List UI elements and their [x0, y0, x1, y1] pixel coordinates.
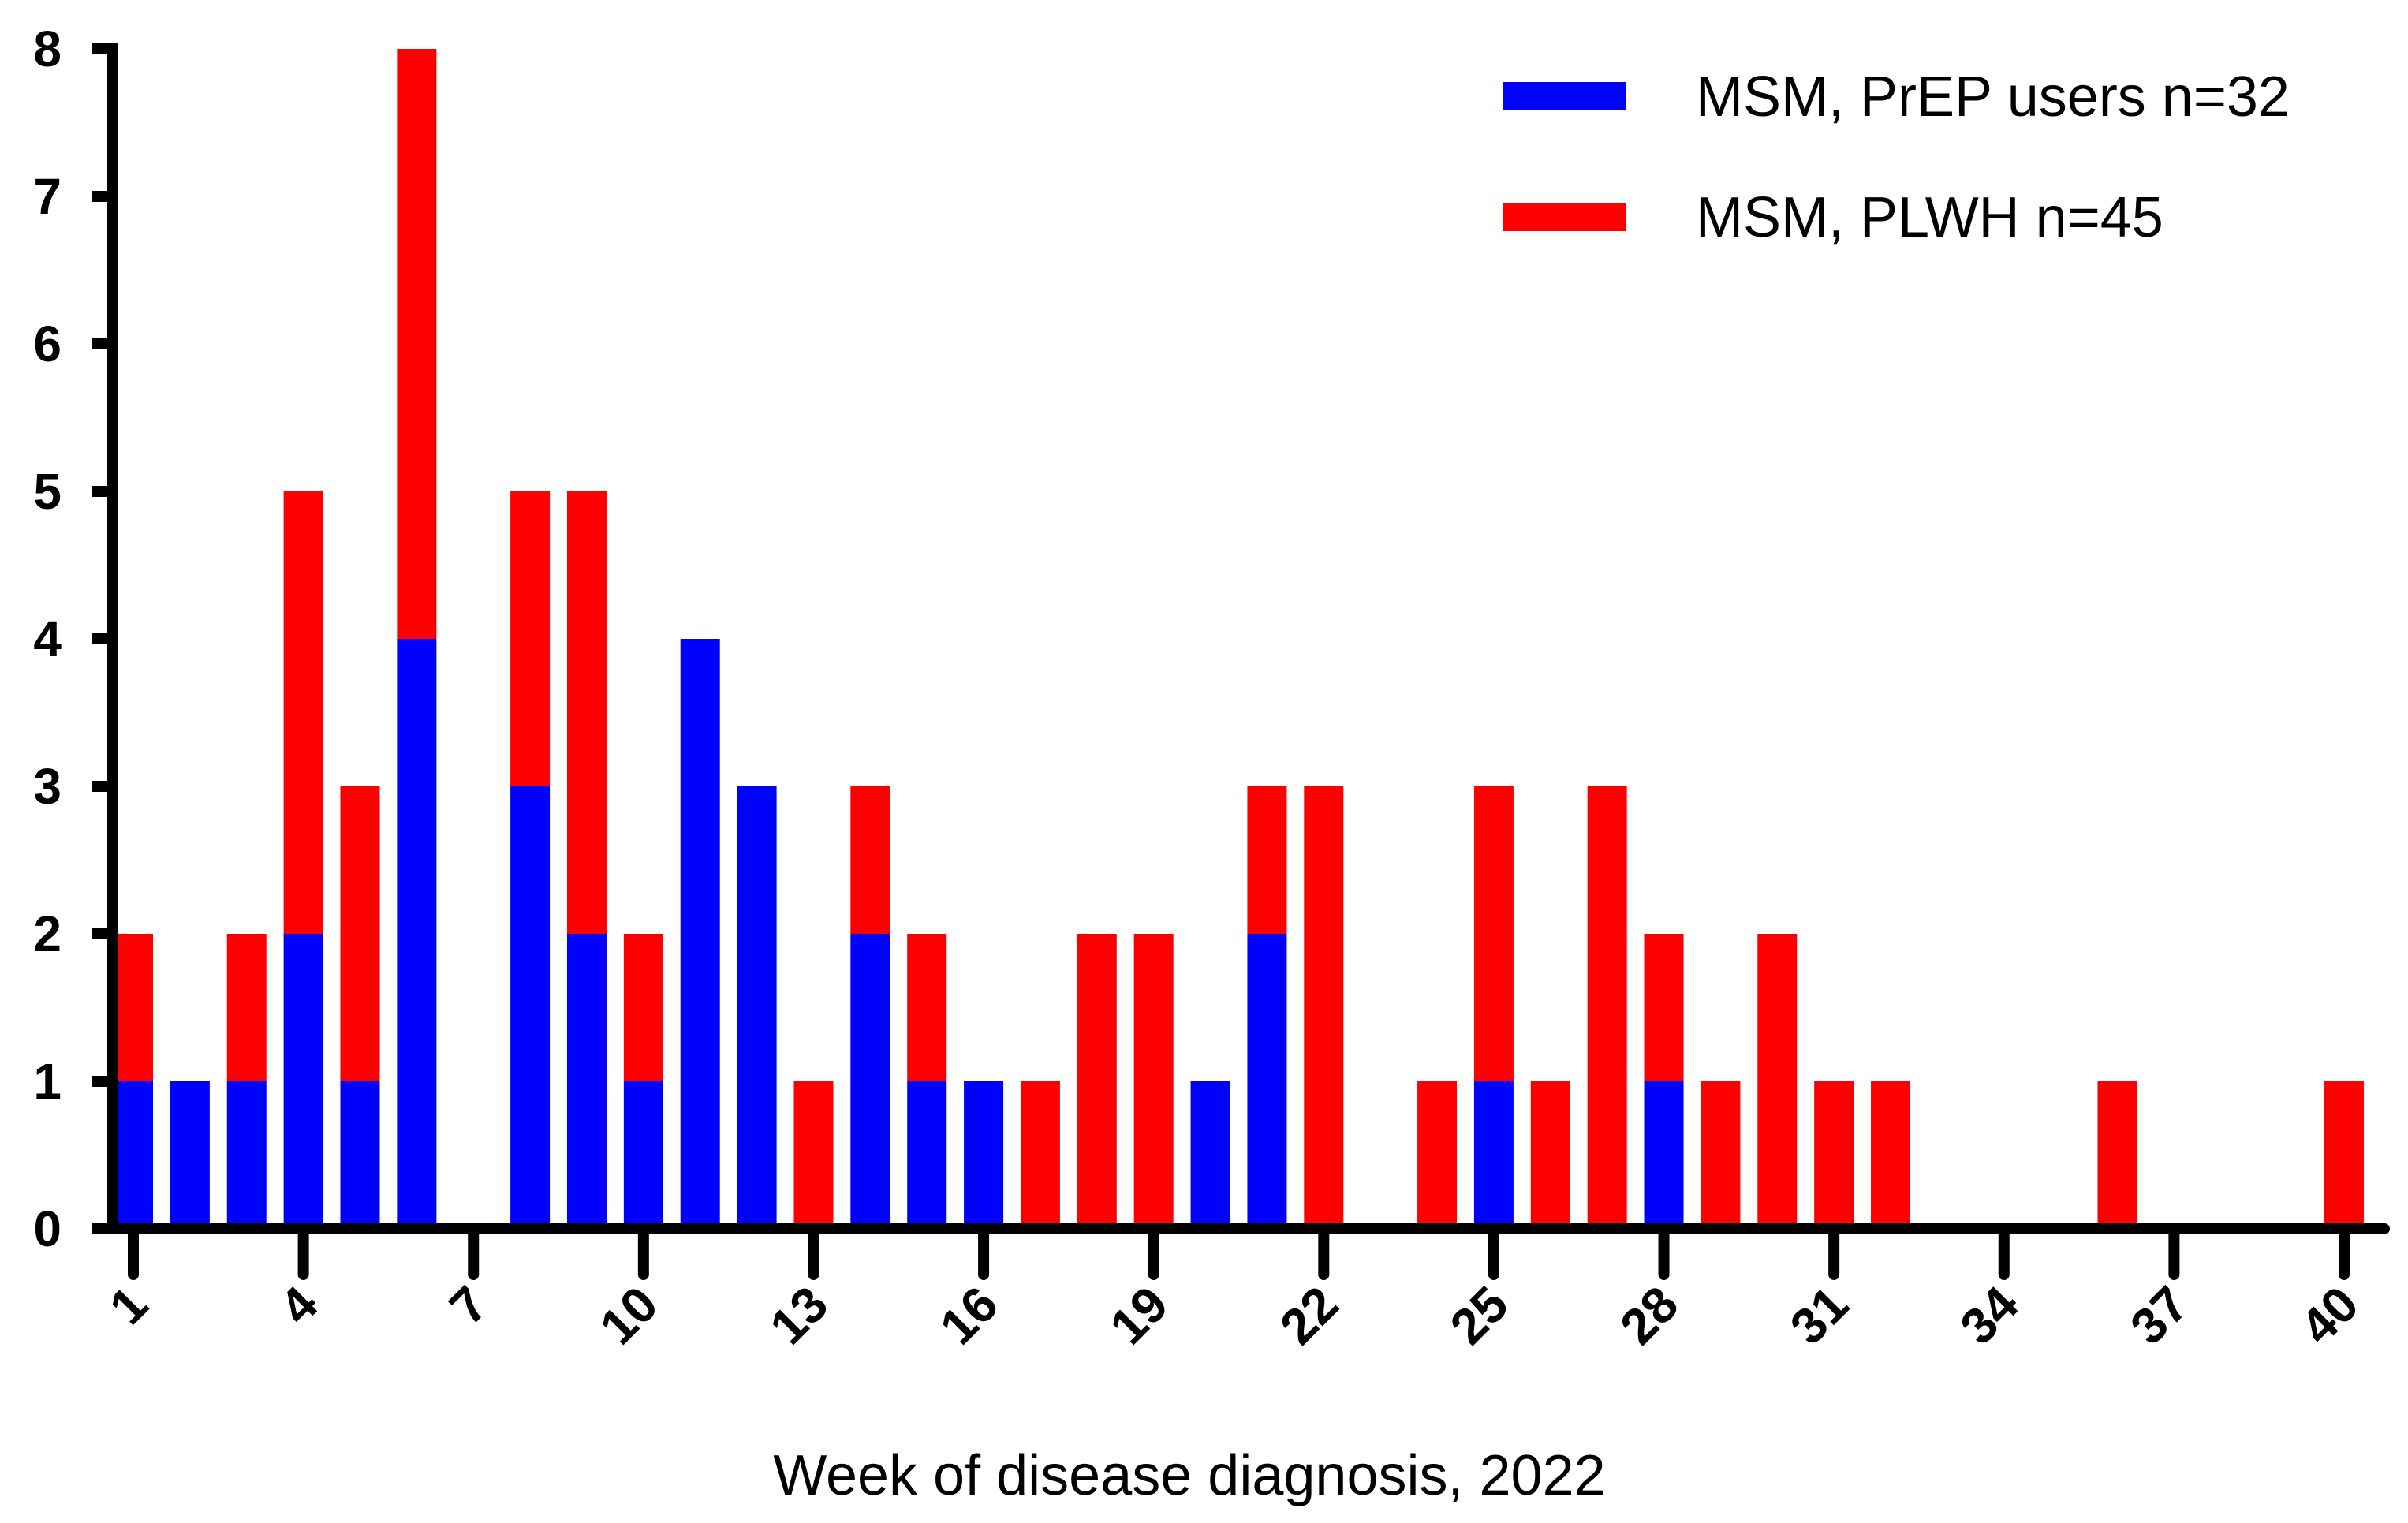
bar-week-9-series-1	[566, 934, 607, 1229]
bar-week-31-series-2	[1814, 1081, 1854, 1229]
x-tick-label-13: 13	[759, 1275, 838, 1355]
bar-week-11-series-1	[680, 639, 720, 1229]
bar-week-21-series-1	[1247, 934, 1287, 1229]
legend: MSM, PrEP users n=32 MSM, PLWH n=45	[1503, 65, 2290, 249]
bar-week-40-series-2	[2324, 1081, 2364, 1229]
x-tick-label-16: 16	[929, 1275, 1009, 1355]
x-tick-label-10: 10	[588, 1275, 668, 1355]
bar-week-29-series-2	[1701, 1081, 1741, 1229]
bar-week-2-series-1	[170, 1081, 210, 1229]
bar-week-15-series-2	[907, 934, 947, 1081]
bar-week-36-series-2	[2097, 1081, 2137, 1229]
bar-week-21-series-2	[1247, 786, 1287, 934]
bar-week-16-series-1	[964, 1081, 1004, 1229]
bar-week-19-series-2	[1133, 934, 1174, 1229]
bar-week-25-series-2	[1473, 786, 1514, 1081]
x-tick-label-22: 22	[1269, 1275, 1349, 1355]
bar-week-6-series-1	[397, 639, 437, 1229]
bar-week-15-series-1	[907, 1081, 947, 1229]
bar-week-26-series-2	[1530, 1081, 1570, 1229]
x-tick-label-19: 19	[1099, 1275, 1178, 1355]
bar-week-32-series-2	[1871, 1081, 1911, 1229]
legend-swatch-2	[1503, 203, 1626, 231]
bar-week-4-series-1	[283, 934, 323, 1229]
bar-week-5-series-1	[340, 1081, 380, 1229]
bar-week-9-series-2	[566, 491, 607, 934]
y-tick-label-1: 1	[33, 1053, 62, 1110]
bar-week-28-series-1	[1644, 1081, 1684, 1229]
x-tick-label-34: 34	[1949, 1275, 2029, 1356]
bar-week-30-series-2	[1757, 934, 1798, 1229]
bar-week-10-series-1	[623, 1081, 663, 1229]
bars-group	[114, 49, 2364, 1229]
x-axis-label: Week of disease diagnosis, 2022	[773, 1444, 1605, 1507]
bar-week-27-series-2	[1587, 786, 1627, 1229]
bar-week-1-series-2	[114, 934, 153, 1081]
y-tick-label-5: 5	[33, 463, 62, 520]
x-tick-label-28: 28	[1609, 1275, 1689, 1355]
bar-week-10-series-2	[623, 934, 663, 1081]
y-tick-label-3: 3	[33, 758, 62, 815]
x-tick-label-40: 40	[2290, 1275, 2369, 1355]
bar-week-13-series-2	[793, 1081, 834, 1229]
bar-week-20-series-1	[1190, 1081, 1230, 1229]
bar-week-3-series-1	[226, 1081, 267, 1229]
y-tick-label-2: 2	[33, 905, 62, 962]
y-ticks-group: 0 1 2 3 4 5 6 7 8	[33, 21, 113, 1257]
bar-week-8-series-1	[510, 786, 551, 1229]
x-tick-label-37: 37	[2119, 1275, 2199, 1355]
y-tick-label-8: 8	[33, 21, 62, 77]
bar-week-17-series-2	[1020, 1081, 1060, 1229]
bar-week-25-series-1	[1473, 1081, 1514, 1229]
y-tick-label-6: 6	[33, 315, 62, 372]
bar-week-22-series-2	[1304, 786, 1344, 1229]
x-ticks-group: 1 4 7 10 13 16 19 22 25 28 31 34 37 40	[99, 1223, 2369, 1356]
bar-week-3-series-2	[226, 934, 267, 1081]
bar-week-6-series-2	[397, 49, 437, 639]
bar-week-5-series-2	[340, 786, 380, 1081]
y-tick-label-0: 0	[33, 1200, 62, 1257]
bar-week-1-series-1	[114, 1081, 153, 1229]
bar-week-14-series-1	[850, 934, 890, 1229]
x-tick-label-7: 7	[439, 1275, 498, 1335]
legend-swatch-1	[1503, 82, 1626, 110]
bar-week-12-series-1	[737, 786, 777, 1229]
legend-label-2: MSM, PLWH n=45	[1696, 186, 2163, 249]
bar-week-14-series-2	[850, 786, 890, 934]
y-tick-label-7: 7	[33, 168, 62, 225]
y-tick-label-4: 4	[33, 610, 62, 667]
bar-week-28-series-2	[1644, 934, 1684, 1081]
x-tick-label-31: 31	[1779, 1275, 1859, 1355]
bar-week-4-series-2	[283, 491, 323, 934]
x-tick-label-1: 1	[99, 1275, 159, 1335]
bar-week-24-series-2	[1417, 1081, 1458, 1229]
bar-week-18-series-2	[1077, 934, 1117, 1229]
x-tick-label-4: 4	[268, 1275, 328, 1335]
legend-label-1: MSM, PrEP users n=32	[1696, 65, 2290, 129]
bar-week-8-series-2	[510, 491, 551, 786]
x-tick-label-25: 25	[1439, 1275, 1519, 1355]
